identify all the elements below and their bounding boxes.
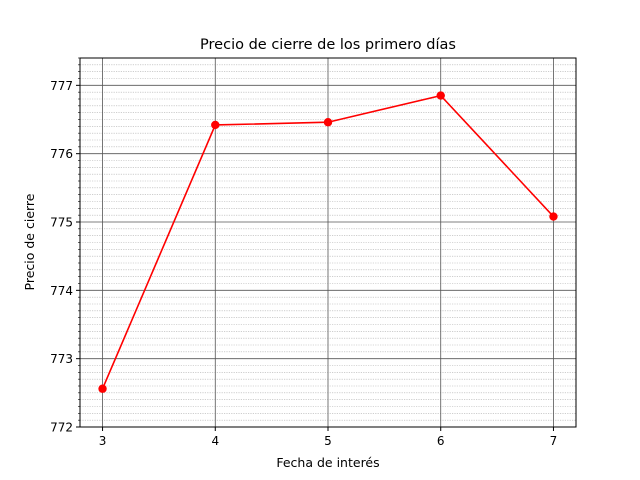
x-tick-label: 3	[99, 434, 107, 448]
x-tick-label: 6	[437, 434, 445, 448]
y-axis-label: Precio de cierre	[22, 193, 37, 290]
x-tick-label: 5	[324, 434, 332, 448]
y-tick-label: 772	[50, 421, 73, 435]
data-point	[98, 384, 107, 393]
x-tick-label: 7	[550, 434, 558, 448]
y-tick-label: 776	[50, 147, 73, 161]
series-layer	[98, 91, 558, 393]
data-point	[323, 118, 333, 127]
data-point	[211, 120, 220, 130]
x-axis-label: Fecha de interés	[276, 455, 379, 470]
y-tick-label: 774	[50, 284, 73, 298]
major-grid	[80, 58, 576, 428]
x-tick-label: 4	[211, 434, 219, 448]
y-tick-label: 777	[50, 79, 73, 93]
data-point	[436, 91, 445, 100]
y-tick-label: 775	[50, 216, 73, 230]
data-point	[549, 212, 558, 221]
axis-ticks: 3 4 5 6 7 772 773 774 775 776 777	[50, 57, 558, 448]
chart-title: Precio de cierre de los primero días	[200, 37, 456, 53]
y-tick-label: 773	[50, 352, 73, 366]
